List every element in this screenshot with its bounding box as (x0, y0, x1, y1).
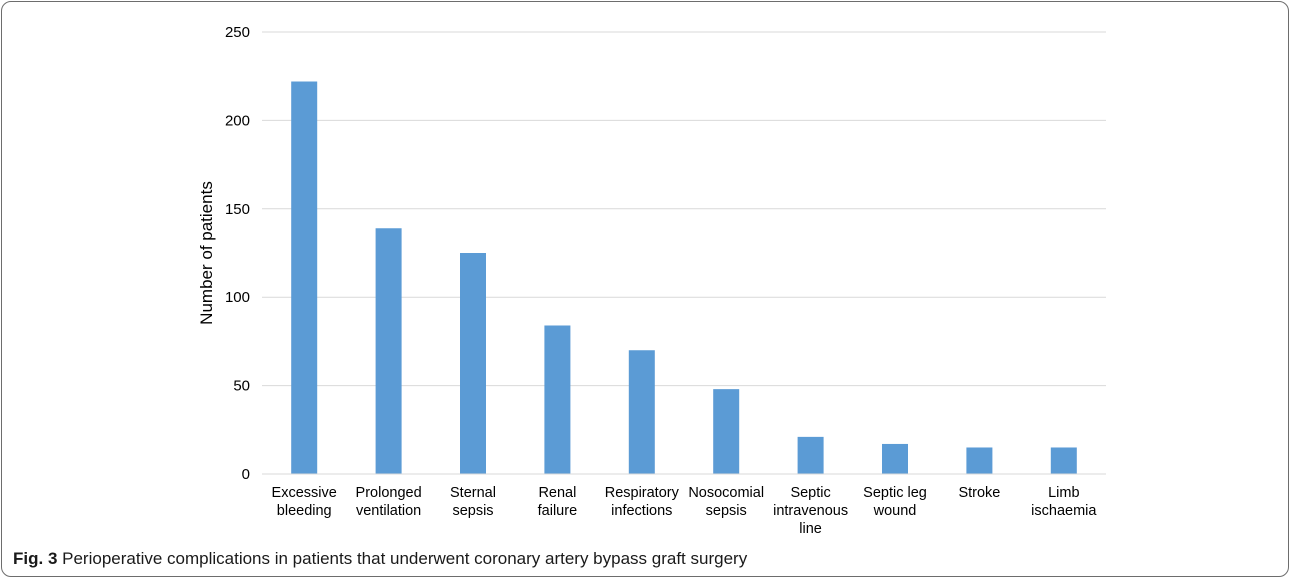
x-tick-label-line: bleeding (277, 503, 332, 519)
x-tick-label-line: line (799, 521, 822, 537)
x-tick-label: Renal failure (538, 485, 578, 519)
figure-caption: Fig. 3 Perioperative complications in pa… (13, 549, 1273, 569)
x-tick-label: Prolonged ventilation (356, 485, 422, 519)
y-tick-label: 0 (242, 466, 250, 483)
y-tick-label: 200 (225, 112, 250, 129)
bar (713, 389, 740, 474)
x-axis-labels: Excessive bleeding Prolonged ventilation Ste… (272, 485, 1098, 537)
x-tick-label-line: failure (538, 503, 578, 519)
bar (797, 436, 824, 474)
x-tick-label-line: infections (611, 503, 672, 519)
x-tick-label: Excessive bleeding (272, 485, 337, 519)
y-tick-label: 50 (233, 378, 250, 395)
y-tick-label: 150 (225, 201, 250, 218)
bar (460, 253, 486, 474)
x-tick-label-line: ischaemia (1031, 503, 1097, 519)
caption-label: Fig. 3 (13, 549, 58, 568)
x-tick-label-line: Septic (790, 485, 830, 501)
x-tick-label-line: Nosocomial (688, 485, 764, 501)
bar-chart: 0 50 100 150 200 250 Excessive bleeding Prolong… (197, 24, 1106, 537)
x-tick-label-line: sepsis (452, 503, 493, 519)
x-tick-label-line: Respiratory (605, 485, 680, 501)
caption-text: Perioperative complications in patients … (57, 549, 748, 568)
bar (291, 81, 318, 474)
x-tick-label-line: Septic leg (863, 485, 927, 501)
y-tick-label: 100 (225, 289, 250, 306)
x-tick-label-line: Prolonged (356, 485, 422, 501)
y-axis-label: Number of patients (197, 181, 216, 325)
bar (966, 447, 993, 474)
bar (375, 228, 402, 474)
x-tick-label: Septic intravenous line (773, 485, 848, 537)
x-tick-label: Septic leg wound (863, 485, 927, 519)
x-tick-label: Stroke (958, 485, 1000, 501)
x-tick-label-line: Renal (538, 485, 576, 501)
x-tick-label: Sternal sepsis (450, 485, 496, 519)
x-tick-label-line: Sternal (450, 485, 496, 501)
bars (291, 81, 1077, 474)
x-tick-label: Nosocomial sepsis (688, 485, 764, 519)
x-tick-label: Respiratory infections (605, 485, 680, 519)
bar (544, 325, 571, 474)
x-tick-label-line: sepsis (706, 503, 747, 519)
y-tick-label: 250 (225, 24, 250, 41)
gridlines (262, 31, 1106, 387)
bar (1050, 447, 1077, 474)
x-tick-label-line: wound (873, 503, 917, 519)
x-tick-label-line: intravenous (773, 503, 848, 519)
bar (628, 350, 655, 474)
y-axis-ticks: 0 50 100 150 200 250 (225, 24, 250, 483)
x-tick-label-line: Stroke (958, 485, 1000, 501)
x-tick-label-line: ventilation (356, 503, 421, 519)
x-tick-label: Limb ischaemia (1031, 485, 1097, 519)
x-tick-label-line: Excessive (272, 485, 337, 501)
bar (882, 443, 908, 474)
x-tick-label-line: Limb (1048, 485, 1079, 501)
